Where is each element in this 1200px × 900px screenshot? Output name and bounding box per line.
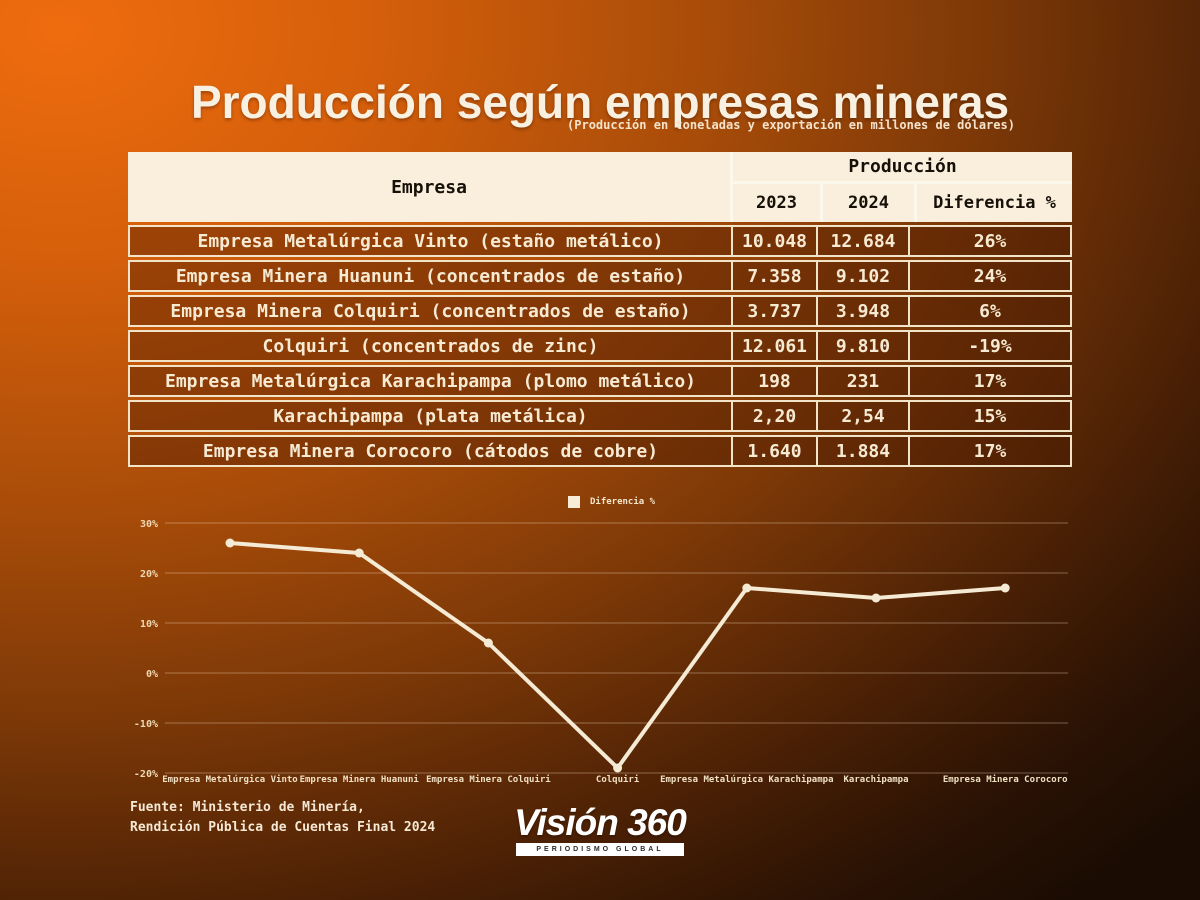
header-2024: 2024 <box>820 184 914 222</box>
y-tick-label: 0% <box>146 669 158 680</box>
cell-empresa: Empresa Minera Corocoro (cátodos de cobr… <box>202 440 659 462</box>
diferencia-line-chart: 30% 20% 10% 0% -10% -20% Empresa Metalúrgica V… <box>134 519 1068 785</box>
x-category-label: Empresa Minera Colquiri <box>426 774 551 785</box>
cell-2023: 198 <box>731 367 816 395</box>
vision360-logo: Visión 360 PERIODISMO GLOBAL <box>505 804 695 856</box>
header-produccion-group: Producción 2023 2024 Diferencia % <box>733 152 1072 222</box>
x-category-label: Empresa Metalúrgica Vinto <box>162 774 297 785</box>
cell-diferencia: 15% <box>908 402 1070 430</box>
cell-2023: 2,20 <box>731 402 816 430</box>
cell-2023: 7.358 <box>731 262 816 290</box>
cell-2024: 9.810 <box>816 332 908 360</box>
cell-2024: 231 <box>816 367 908 395</box>
x-category-label: Colquiri <box>596 774 640 785</box>
cell-2023: 10.048 <box>731 227 816 255</box>
x-category-label: Empresa Minera Corocoro <box>943 774 1068 785</box>
cell-2024: 12.684 <box>816 227 908 255</box>
header-year-row: 2023 2024 Diferencia % <box>733 184 1072 222</box>
cell-diferencia: 17% <box>908 437 1070 465</box>
production-table: Empresa Producción 2023 2024 Diferencia … <box>128 152 1072 467</box>
cell-empresa: Empresa Minera Huanuni (concentrados de … <box>175 265 686 287</box>
table-header: Empresa Producción 2023 2024 Diferencia … <box>128 152 1072 222</box>
source-line1: Fuente: Ministerio de Minería, <box>130 800 365 815</box>
cell-2024: 1.884 <box>816 437 908 465</box>
x-category-label: Karachipampa <box>843 774 908 785</box>
y-tick-label: 10% <box>140 619 158 630</box>
table-rows: Empresa Metalúrgica Vinto (estaño metáli… <box>128 225 1072 467</box>
table-row: Empresa Minera Huanuni (concentrados de … <box>128 260 1072 292</box>
header-produccion: Producción <box>733 152 1072 184</box>
y-tick-label: -10% <box>134 719 158 730</box>
x-category-label: Empresa Minera Huanuni <box>300 774 420 785</box>
header-2023: 2023 <box>756 193 797 213</box>
table-row: Colquiri (concentrados de zinc) 12.061 9… <box>128 330 1072 362</box>
table-row: Empresa Metalúrgica Vinto (estaño metáli… <box>128 225 1072 257</box>
table-row: Karachipampa (plata metálica) 2,20 2,54 … <box>128 400 1072 432</box>
cell-2024: 3.948 <box>816 297 908 325</box>
chart-legend: Diferencia % <box>568 496 655 508</box>
page-subtitle: (Producción en toneladas y exportación e… <box>567 118 1015 132</box>
cell-2024: 9.102 <box>816 262 908 290</box>
table-row: Empresa Minera Colquiri (concentrados de… <box>128 295 1072 327</box>
source-line2: Rendición Pública de Cuentas Final 2024 <box>130 820 436 835</box>
legend-swatch-icon <box>568 496 580 508</box>
cell-empresa: Empresa Metalúrgica Vinto (estaño metáli… <box>197 230 664 252</box>
cell-diferencia: 24% <box>908 262 1070 290</box>
source-note: Fuente: Ministerio de Minería, Rendición… <box>130 798 435 838</box>
header-empresa: Empresa <box>128 152 733 222</box>
logo-title: Visión 360 <box>514 802 687 843</box>
cell-2023: 1.640 <box>731 437 816 465</box>
legend-label: Diferencia % <box>590 497 656 507</box>
cell-diferencia: 17% <box>908 367 1070 395</box>
y-tick-label: 30% <box>140 519 158 530</box>
cell-2024: 2,54 <box>816 402 908 430</box>
cell-empresa: Colquiri (concentrados de zinc) <box>262 335 599 357</box>
cell-2023: 3.737 <box>731 297 816 325</box>
page-title: Producción según empresas mineras <box>190 75 1010 128</box>
y-tick-label: 20% <box>140 569 158 580</box>
cell-diferencia: 26% <box>908 227 1070 255</box>
y-tick-label: -20% <box>134 769 158 780</box>
logo-tagline: PERIODISMO GLOBAL <box>536 846 664 853</box>
cell-diferencia: 6% <box>908 297 1070 325</box>
cell-empresa: Empresa Metalúrgica Karachipampa (plomo … <box>164 370 696 392</box>
header-diferencia: Diferencia % <box>914 184 1072 222</box>
table-row: Empresa Minera Corocoro (cátodos de cobr… <box>128 435 1072 467</box>
cell-2023: 12.061 <box>731 332 816 360</box>
logo-tagline-bar: PERIODISMO GLOBAL <box>516 843 684 856</box>
cell-empresa: Karachipampa (plata metálica) <box>273 405 588 427</box>
cell-empresa: Empresa Minera Colquiri (concentrados de… <box>170 300 691 322</box>
x-category-label: Empresa Metalúrgica Karachipampa <box>660 774 833 785</box>
cell-diferencia: -19% <box>908 332 1070 360</box>
table-row: Empresa Metalúrgica Karachipampa (plomo … <box>128 365 1072 397</box>
